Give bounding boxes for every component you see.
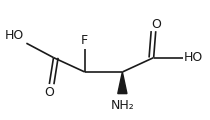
Text: F: F: [81, 34, 88, 47]
Text: HO: HO: [184, 51, 203, 64]
Polygon shape: [118, 72, 127, 94]
Text: O: O: [44, 86, 54, 99]
Text: O: O: [151, 18, 161, 30]
Text: HO: HO: [5, 29, 24, 42]
Text: NH₂: NH₂: [110, 99, 134, 112]
